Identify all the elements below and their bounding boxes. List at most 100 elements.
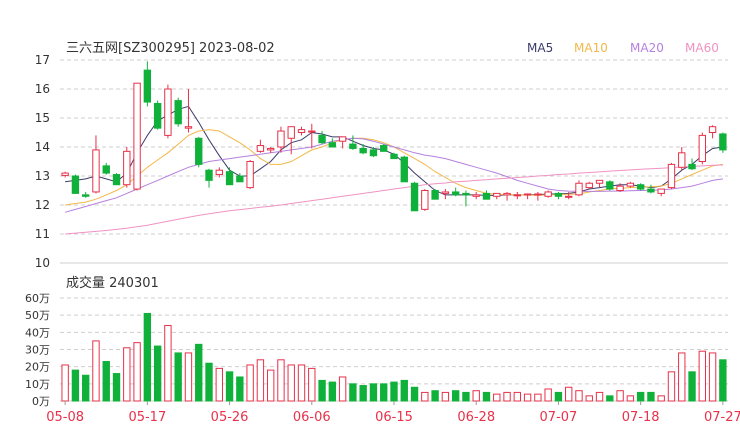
chart-title: 三六五网[SZ300295] 2023-08-02 — [66, 41, 275, 56]
candle-body — [647, 188, 655, 193]
volume-bar — [657, 395, 665, 402]
candle-body — [349, 143, 357, 149]
candle — [308, 123, 316, 149]
candle — [472, 191, 480, 200]
candle-body — [688, 163, 696, 170]
candle — [164, 84, 172, 139]
candle-body — [61, 172, 69, 176]
candle-body — [266, 147, 275, 151]
candle — [636, 183, 645, 191]
candle-body — [71, 175, 80, 194]
volume-bar — [678, 352, 686, 402]
candle — [585, 181, 593, 190]
candle — [236, 173, 244, 183]
candle-body — [595, 179, 604, 184]
price-axis: 17 16 15 14 13 12 11 10 — [35, 53, 50, 270]
candle-body — [297, 129, 306, 134]
candle-body — [462, 192, 470, 196]
candle — [92, 135, 100, 194]
candle — [256, 139, 265, 153]
candle — [369, 147, 378, 158]
candle — [410, 181, 419, 212]
volume-bar — [338, 376, 347, 402]
candle — [328, 138, 337, 148]
candle-body — [708, 126, 717, 133]
candle-body — [225, 171, 234, 186]
candle — [123, 147, 131, 188]
volume-bar — [287, 364, 295, 402]
volume-bars — [61, 312, 727, 402]
volume-bar — [82, 374, 90, 402]
candle-body — [246, 161, 254, 189]
volume-bar — [421, 391, 429, 402]
volume-bar — [565, 386, 573, 402]
candle-body — [369, 149, 378, 157]
volume-bar — [256, 359, 265, 402]
candle-body — [698, 134, 706, 162]
volume-bar — [575, 390, 583, 402]
volume-bar — [318, 379, 326, 402]
candle — [595, 179, 604, 188]
price-tick-label: 17 — [35, 53, 50, 67]
volume-tick-label: 30万 — [25, 344, 50, 357]
candle-body — [616, 185, 624, 191]
candle-body — [451, 191, 460, 196]
candle-body — [534, 193, 542, 196]
volume-axis: 60万 50万 40万 30万 20万 10万 0万 — [25, 292, 50, 408]
candle — [266, 147, 275, 153]
candle-body — [678, 152, 686, 168]
candle — [441, 189, 450, 200]
candle — [513, 191, 522, 200]
price-tick-label: 10 — [35, 256, 50, 270]
volume-tick-label: 40万 — [25, 326, 50, 339]
volume-bar — [61, 364, 69, 402]
candle-body — [308, 130, 316, 133]
candle-body — [102, 165, 110, 174]
price-tick-label: 16 — [35, 82, 50, 96]
ma-legend: MA5 MA10 MA20 MA60 — [527, 41, 719, 55]
volume-tick-label: 60万 — [25, 292, 50, 305]
ma-lines — [64, 105, 723, 235]
volume-bar — [482, 391, 491, 402]
candle — [698, 132, 706, 165]
volume-bar — [585, 395, 593, 402]
candle-body — [431, 190, 439, 200]
date-label: 07-07 — [540, 410, 578, 425]
volume-bar — [688, 371, 696, 402]
candle — [338, 136, 347, 149]
candle-body — [667, 163, 676, 189]
volume-bar — [441, 391, 450, 402]
candle-body — [575, 182, 583, 196]
price-tick-label: 11 — [35, 227, 50, 241]
candles — [61, 61, 727, 212]
candle — [390, 152, 398, 160]
candle — [195, 136, 203, 168]
volume-bar — [513, 391, 522, 402]
date-axis: 05-08 05-17 05-26 06-06 06-15 06-28 07-07 07-18… — [46, 401, 740, 425]
date-label: 06-28 — [457, 410, 495, 425]
volume-bar — [719, 359, 727, 402]
candle-body — [338, 136, 347, 142]
date-label: 07-18 — [622, 410, 660, 425]
candle-body — [143, 69, 152, 103]
candle-body — [153, 103, 162, 129]
candle — [297, 126, 306, 136]
volume-bar — [380, 383, 388, 402]
volume-bar — [174, 352, 182, 402]
date-label: 05-08 — [46, 410, 84, 425]
candle — [575, 180, 583, 197]
candle-body — [164, 88, 172, 136]
candle-body — [523, 193, 532, 196]
candle — [153, 100, 162, 130]
candle — [554, 191, 563, 200]
volume-bar — [112, 373, 121, 402]
candle — [606, 180, 614, 191]
candle — [565, 191, 573, 200]
candle — [143, 61, 152, 107]
candle-body — [657, 188, 665, 194]
candle-body — [92, 149, 100, 193]
volume-bar — [246, 364, 254, 402]
candle — [678, 147, 686, 171]
candle — [667, 162, 676, 190]
candle-body — [472, 194, 480, 197]
